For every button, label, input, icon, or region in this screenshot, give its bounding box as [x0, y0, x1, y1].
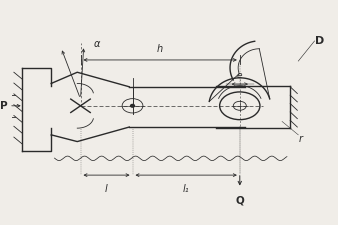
Text: α: α [94, 39, 100, 49]
Text: h: h [157, 44, 163, 54]
Text: Q: Q [235, 195, 244, 205]
Text: l₁: l₁ [183, 184, 190, 194]
Circle shape [130, 104, 135, 107]
Text: D: D [315, 36, 324, 46]
Text: l: l [105, 184, 108, 194]
Text: r: r [298, 134, 302, 144]
Text: P: P [0, 101, 7, 111]
Text: e: e [237, 71, 243, 80]
